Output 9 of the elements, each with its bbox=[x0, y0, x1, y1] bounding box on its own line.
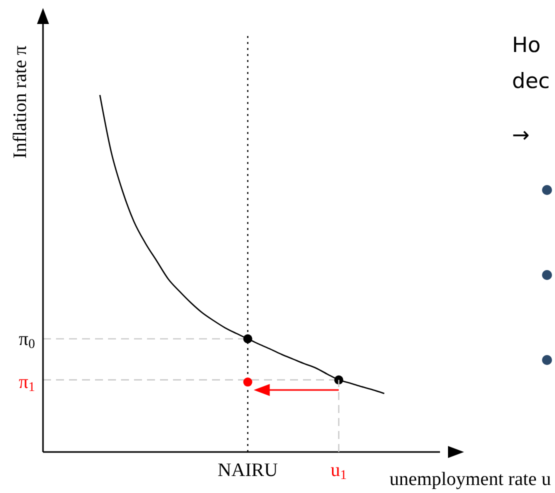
text: π$_{1}$ bbox=[18, 372, 35, 394]
text: → bbox=[512, 123, 530, 147]
x-tick-label: NAIRU bbox=[218, 460, 278, 481]
x-axis-title: unemployment rate u bbox=[390, 469, 552, 490]
y-axis-title: Inflation rate π bbox=[10, 45, 31, 158]
x-tick-label: u$_{1}$ bbox=[330, 460, 347, 482]
text: dec bbox=[512, 69, 550, 93]
text: π$_{0}$ bbox=[18, 328, 36, 352]
text: Ho bbox=[512, 33, 541, 57]
